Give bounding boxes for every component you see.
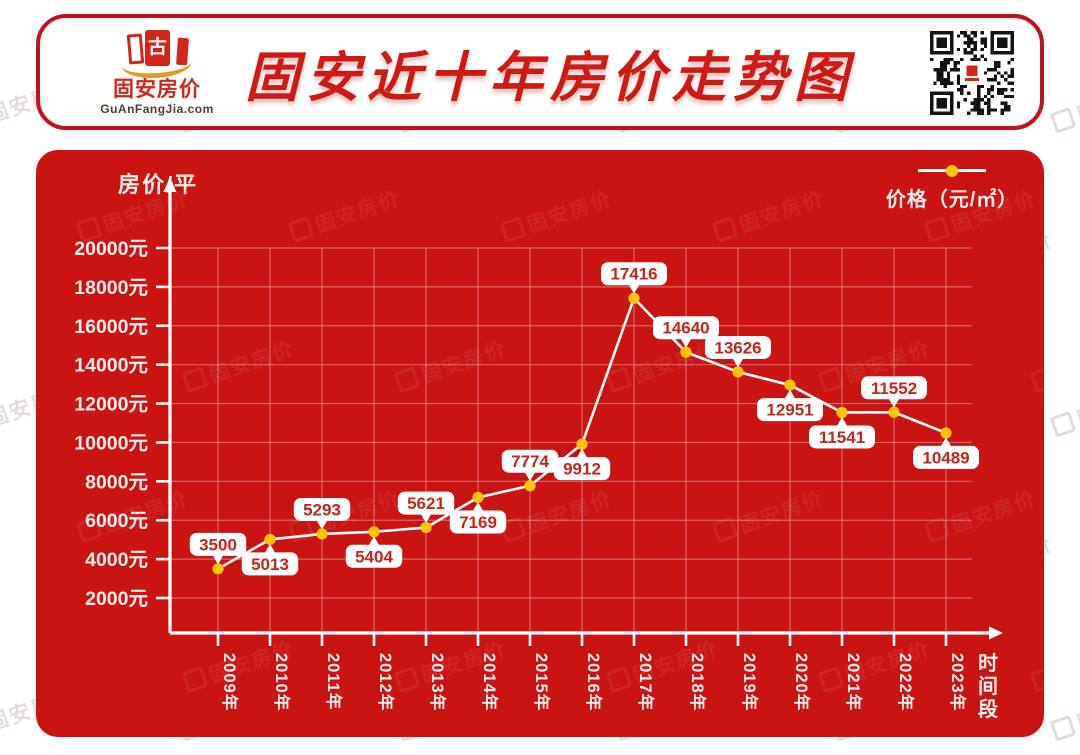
data-label: 14640: [662, 319, 709, 338]
data-label-callout: 11552: [861, 376, 927, 408]
data-point: [212, 563, 224, 575]
data-label-callout: 5013: [241, 543, 299, 576]
data-point: [940, 427, 952, 439]
legend: 价格（元/㎡）: [876, 163, 1028, 212]
y-tick-label: 8000元: [85, 471, 148, 493]
x-tick-label: 2010年: [272, 653, 292, 711]
data-label-callout: 3500: [189, 532, 247, 565]
logo-gold-swoosh: [121, 57, 193, 81]
data-label-callout: 7774: [501, 449, 559, 482]
x-axis-arrow-icon: [989, 626, 1003, 640]
brand-name: 固安房价: [113, 78, 201, 101]
data-label: 5013: [251, 555, 289, 574]
data-label-callout: 10489: [913, 437, 979, 469]
data-label: 5293: [303, 500, 341, 519]
x-tick-label: 2014年: [480, 653, 500, 711]
legend-line-marker: [918, 164, 986, 177]
y-axis-arrow-icon: [163, 177, 177, 192]
x-tick-label: 2021年: [844, 653, 864, 711]
data-label-callout: 12951: [757, 389, 823, 422]
price-trend-chart: 20000元 18000元 16000元 14000元 12000元 10000元 8000…: [74, 177, 1003, 721]
data-point: [784, 379, 796, 391]
data-label-callout: 5293: [293, 497, 351, 530]
data-label: 11552: [871, 379, 917, 398]
qr-code-image: [930, 31, 1014, 115]
data-label-callout: 5404: [345, 536, 403, 568]
data-point: [576, 438, 588, 450]
y-tick-label: 16000元: [74, 316, 148, 338]
data-point: [420, 521, 432, 534]
data-label: 5404: [355, 547, 393, 566]
page-title: 固安近十年房价走势图: [245, 47, 855, 108]
data-label-callout: 17416: [601, 262, 667, 294]
x-axis-title-char: 时: [978, 652, 998, 675]
y-tick-label: 18000元: [74, 277, 148, 299]
y-tick-label: 20000元: [74, 238, 148, 260]
brand-logo-icon: 古: [118, 26, 196, 81]
x-tick-label: 2012年: [376, 653, 396, 711]
data-label-callout: 11541: [809, 416, 875, 449]
legend-dot-icon: [946, 164, 958, 177]
x-tick-label: 2009年: [220, 653, 240, 711]
data-label: 17416: [610, 265, 657, 284]
data-point: [836, 406, 848, 419]
data-label: 12951: [766, 401, 813, 420]
data-point: [524, 480, 536, 492]
legend-label: 价格（元/㎡）: [885, 189, 1019, 211]
x-tick-label: 2015年: [532, 653, 552, 711]
y-tick-label: 6000元: [85, 510, 148, 532]
data-label-callout: 13626: [705, 335, 771, 368]
y-tick-label: 12000元: [74, 394, 148, 416]
data-label-callout: 7169: [449, 501, 507, 534]
logo-center-glyph: 古: [145, 30, 170, 66]
data-label: 7169: [459, 513, 497, 532]
y-tick-label: 10000元: [74, 432, 148, 454]
data-label: 5621: [407, 494, 445, 513]
data-label: 10489: [922, 448, 969, 467]
y-axis-title: 房价/平: [118, 172, 199, 197]
header-banner: 古 固安房价 GuAnFangJia.com 固安近十年房价走势图: [36, 14, 1044, 130]
x-tick-label: 2016年: [584, 653, 604, 711]
data-label: 3500: [199, 535, 237, 554]
watermark-text: 固安房价: [1048, 680, 1080, 747]
data-point: [368, 526, 380, 538]
x-tick-label: 2022年: [896, 653, 916, 711]
x-tick-label: 2020年: [792, 653, 812, 711]
logo-tower-left-shape: [126, 33, 145, 65]
y-tick-label: 2000元: [85, 588, 148, 610]
x-tick-label: 2018年: [688, 653, 708, 711]
data-label-callout: 5621: [397, 491, 455, 524]
data-label-callout: 9912: [553, 448, 611, 481]
data-point: [888, 406, 900, 418]
data-label: 7774: [511, 452, 549, 471]
x-tick-label: 2019年: [740, 653, 760, 711]
qr-code: [930, 31, 1014, 115]
x-axis-title-char: 段: [978, 697, 998, 721]
data-point: [628, 292, 640, 304]
x-tick-label: 2023年: [948, 653, 968, 711]
data-label: 11541: [819, 428, 865, 447]
chart-panel: 固安房价 固安房价 固安房价 固安房价 固安房价 固安房价 固安房价 固安房价 固安房价 固安房价…: [36, 150, 1044, 737]
data-point: [680, 346, 692, 358]
x-tick-label: 2013年: [428, 653, 448, 711]
y-tick-label: 14000元: [74, 355, 148, 377]
watermark-text: 固安房价: [1048, 376, 1080, 443]
data-point: [264, 533, 276, 546]
watermark-text: 固安房价: [1048, 72, 1080, 139]
data-label: 9912: [563, 460, 601, 479]
x-tick-label: 2011年: [324, 653, 344, 710]
y-tick-label: 4000元: [85, 549, 148, 571]
data-point: [472, 491, 484, 504]
brand-domain: GuAnFangJia.com: [100, 102, 214, 116]
x-tick-label: 2017年: [636, 653, 656, 711]
x-axis-title-char: 间: [978, 675, 998, 698]
data-point: [316, 528, 328, 540]
brand-logo: 古 固安房价 GuAnFangJia.com: [82, 26, 232, 116]
data-label-callout: 14640: [653, 316, 719, 348]
data-point: [732, 366, 744, 378]
data-label: 13626: [714, 338, 761, 357]
